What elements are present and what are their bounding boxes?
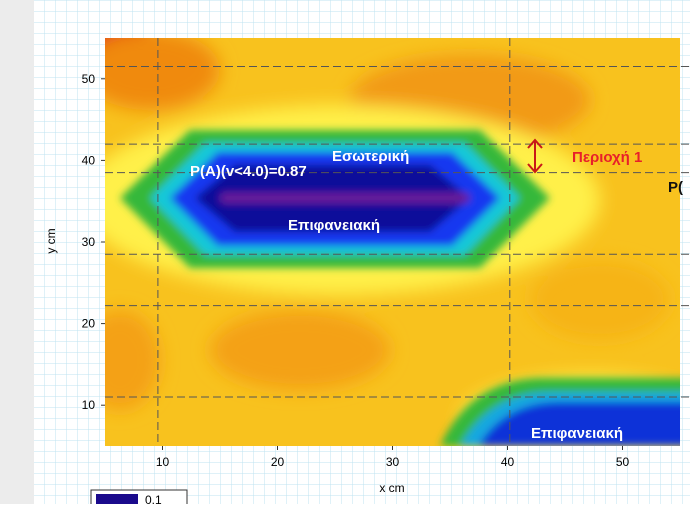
region-arrow — [527, 138, 543, 174]
x-tick-label: 20 — [271, 455, 285, 469]
annotation: Επιφανειακή — [288, 217, 380, 234]
annotation: Εσωτερική — [332, 148, 409, 165]
heatmap — [105, 38, 680, 446]
x-tick-label: 50 — [616, 455, 630, 469]
legend-swatch — [96, 494, 138, 508]
y-axis-title: y cm — [44, 228, 58, 253]
y-tick-label: 10 — [82, 398, 96, 412]
y-tick-label: 30 — [82, 235, 96, 249]
side-strip — [0, 0, 34, 504]
x-tick-label: 10 — [156, 455, 170, 469]
x-axis-title: x cm — [379, 481, 404, 495]
annotation: P( — [668, 179, 683, 196]
annotation: Επιφανειακή — [531, 425, 623, 442]
y-tick-label: 40 — [82, 153, 96, 167]
y-tick-label: 20 — [82, 317, 96, 331]
legend-label: 0.1 — [145, 493, 162, 504]
annotation: Περιοχή 1 — [572, 149, 642, 166]
x-tick-label: 40 — [501, 455, 515, 469]
annotation: P(A)(v<4.0)=0.87 — [190, 163, 307, 180]
x-tick-label: 30 — [386, 455, 400, 469]
y-tick-label: 50 — [82, 72, 96, 86]
